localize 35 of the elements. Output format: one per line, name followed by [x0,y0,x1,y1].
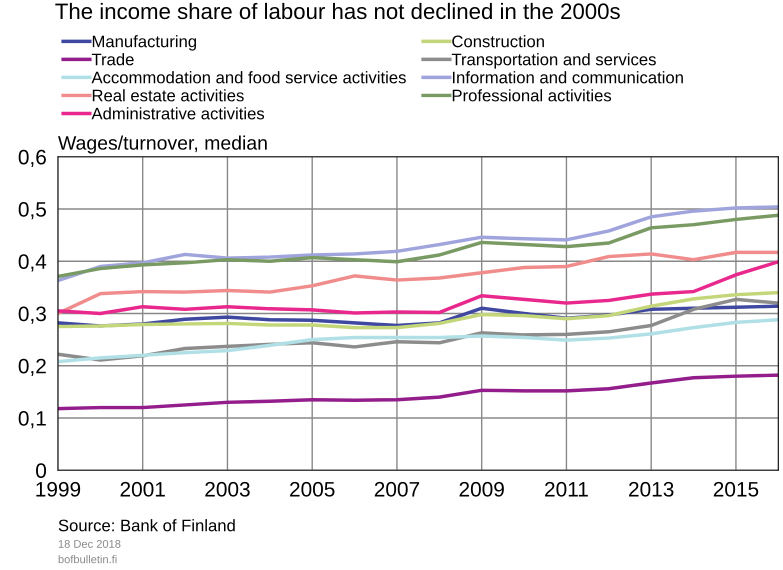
y-tick-label: 0,5 [18,202,46,220]
y-tick-label: 0,2 [18,358,46,376]
chart-title: The income share of labour has not declined in the 2000s [55,2,620,20]
x-tick-label: 2007 [374,482,420,497]
y-tick-label: 0 [36,463,46,478]
legend-label: Transportation and services [452,53,656,69]
x-tick-label: 2009 [460,482,504,497]
x-tick-label: 1999 [36,482,80,497]
y-tick-label: 0,6 [18,150,46,167]
x-tick-label: 2011 [545,482,588,497]
x-tick-label: 2005 [290,482,334,497]
x-tick-label: 2001 [120,482,165,497]
legend-label: Professional activities [452,89,612,102]
y-tick-label: 0,1 [18,411,46,428]
text: 18 Dec 2018 [58,540,120,548]
line-series [58,214,778,278]
legend-label: Real estate activities [92,89,244,102]
legend-label: Construction [452,35,544,48]
y-tick-label: 0,4 [18,254,46,272]
source-note: Source: Bank of Finland [58,519,235,532]
text: bofbulletin.fi [58,555,116,564]
legend-label: Information and communication [452,71,683,84]
y-axis-title: Wages/turnover, median [58,135,267,154]
x-tick-label: 2003 [205,482,250,497]
line-series [58,205,778,282]
legend-label: Administrative activities [92,107,264,120]
legend-label: Trade [92,53,134,66]
x-tick-label: 2015 [714,482,758,497]
legend-label: Manufacturing [92,35,196,51]
y-tick-label: 0,3 [18,306,46,324]
line-series [58,290,778,330]
line-series [58,373,778,410]
line-series [58,318,778,364]
legend-label: Accommodation and food service activities [92,71,406,84]
x-tick-label: 2013 [629,482,674,497]
